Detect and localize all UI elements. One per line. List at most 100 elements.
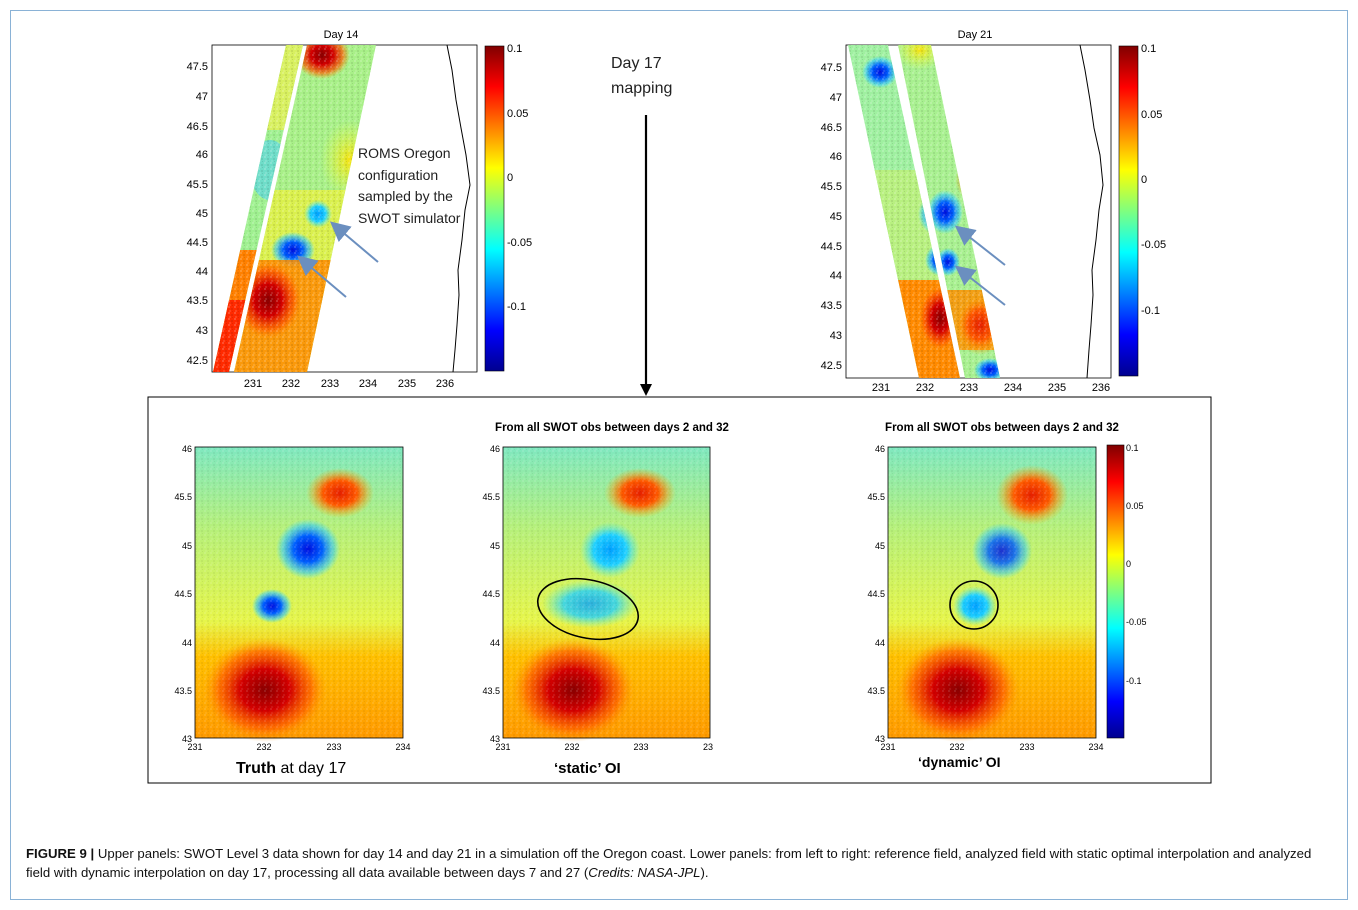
day21-colorbar-ticks: 0.1 0.05 0 -0.05 -0.1 [1141,43,1166,317]
truth-y-tick: 45 [182,541,192,551]
annotation-line: configuration [358,167,438,183]
dynamic-label: ‘dynamic’ OI [918,754,1000,770]
day21-colorbar [1118,45,1139,377]
dynamic-y-tick: 44 [875,638,885,648]
day21-y-tick: 46.5 [821,122,842,134]
annotation-line: SWOT simulator [358,210,461,226]
truth-y-tick: 44 [182,638,192,648]
dynamic-y-tick: 43.5 [867,686,885,696]
dynamic-colorbar-tick: 0 [1126,559,1131,569]
day14-y-tick: 45.5 [187,179,208,191]
static-x-tick: 232 [564,742,579,752]
annotation-line: sampled by the [358,188,453,204]
truth-label: Truth at day 17 [236,760,346,777]
day17-mapping-label: Day 17 mapping [611,55,672,97]
truth-y-tick: 44.5 [174,589,192,599]
caption-credits: Credits: NASA-JPL [588,864,701,880]
dynamic-oi-circle [949,580,999,630]
day21-y-tick: 46 [830,151,842,163]
dynamic-y-tick: 43 [875,734,885,744]
day14-y-axis: 47.5 47 46.5 46 45.5 45 44.5 44 43.5 43 … [187,61,208,367]
lower-panels-box [147,396,1212,784]
dynamic-y-tick: 44.5 [867,589,885,599]
truth-x-axis: 231 232 233 234 [187,742,410,752]
static-x-tick: 23 [703,742,713,752]
truth-y-axis: 46 45.5 45 44.5 44 43.5 43 [174,444,192,744]
static-title: From all SWOT obs between days 2 and 32 [495,422,729,434]
dynamic-title: From all SWOT obs between days 2 and 32 [885,422,1119,434]
day21-y-tick: 45.5 [821,181,842,193]
static-y-tick: 46 [490,444,500,454]
static-oi-panel: From all SWOT obs between days 2 and 32 … [482,422,728,777]
day14-y-tick: 47.5 [187,61,208,73]
day21-colorbar-tick: -0.05 [1141,239,1166,251]
dynamic-colorbar-tick: -0.05 [1126,617,1147,627]
day14-x-axis: 231 232 233 234 235 236 [244,378,454,390]
dynamic-colorbar-tick: -0.1 [1126,676,1142,686]
dynamic-x-axis: 231 232 233 234 [880,742,1103,752]
day21-x-tick: 233 [960,382,978,394]
day21-x-tick: 234 [1004,382,1022,394]
caption-end: ). [700,864,709,880]
day21-panel: Day 21 47.5 47 46.5 46 [821,29,1167,394]
day21-y-tick: 43 [830,330,842,342]
truth-x-tick: 234 [395,742,410,752]
day21-x-tick: 231 [872,382,890,394]
figure-caption: FIGURE 9 | Upper panels: SWOT Level 3 da… [26,845,1326,882]
day14-title: Day 14 [324,29,359,41]
dynamic-x-tick: 232 [949,742,964,752]
static-oi-ellipse [536,577,640,641]
day14-y-tick: 43 [196,325,208,337]
day14-x-tick: 233 [321,378,339,390]
day21-colorbar-tick: 0.1 [1141,43,1156,55]
day21-y-tick: 44.5 [821,241,842,253]
day14-y-tick: 46 [196,149,208,161]
static-label: ‘static’ OI [554,760,621,777]
truth-label-bold: Truth [236,760,276,777]
annotation-line: ROMS Oregon [358,145,451,161]
day21-x-tick: 232 [916,382,934,394]
day21-y-tick: 43.5 [821,300,842,312]
dynamic-colorbar-tick: 0.1 [1126,443,1139,453]
day21-y-tick: 44 [830,270,842,282]
day14-arrow-lower [296,255,347,298]
dynamic-x-tick: 234 [1088,742,1103,752]
day14-x-tick: 232 [282,378,300,390]
day14-arrow-upper [329,221,379,263]
day14-y-tick: 44 [196,266,208,278]
static-y-tick: 43.5 [482,686,500,696]
day14-annotation: ROMS Oregon configuration sampled by the… [358,145,461,226]
dynamic-x-tick: 233 [1019,742,1034,752]
figure-graphic: Day 14 47.5 47 46.5 [147,29,1212,784]
static-y-tick: 44.5 [482,589,500,599]
static-y-tick: 45.5 [482,492,500,502]
day21-arrow-upper [954,225,1006,266]
caption-label: FIGURE 9 | [26,846,95,861]
day14-y-tick: 47 [196,91,208,103]
day14-colorbar [484,45,505,372]
truth-x-tick: 232 [256,742,271,752]
day21-coastline [1079,44,1104,379]
static-y-axis: 46 45.5 45 44.5 44 43.5 43 [482,444,500,744]
day14-panel: Day 14 47.5 47 46.5 [187,29,533,390]
day14-colorbar-tick: 0.05 [507,108,528,120]
day14-colorbar-tick: 0.1 [507,43,522,55]
day14-x-tick: 235 [398,378,416,390]
day21-colorbar-tick: 0.05 [1141,109,1162,121]
day21-y-axis: 47.5 47 46.5 46 45.5 45 44.5 44 43.5 43 … [821,62,842,372]
dynamic-x-tick: 231 [880,742,895,752]
day14-y-tick: 45 [196,208,208,220]
figure-frame [10,10,1348,900]
dynamic-y-tick: 45.5 [867,492,885,502]
day14-x-tick: 236 [436,378,454,390]
dynamic-y-axis: 46 45.5 45 44.5 44 43.5 43 [867,444,885,744]
dynamic-colorbar-ticks: 0.1 0.05 0 -0.05 -0.1 [1126,443,1147,686]
static-y-tick: 44 [490,638,500,648]
dynamic-colorbar-tick: 0.05 [1126,501,1144,511]
day14-colorbar-tick: -0.1 [507,301,526,313]
dynamic-oi-panel: From all SWOT obs between days 2 and 32 … [867,422,1146,770]
day21-colorbar-tick: 0 [1141,174,1147,186]
day21-x-axis: 231 232 233 234 235 236 [872,382,1110,394]
day14-colorbar-tick: -0.05 [507,237,532,249]
truth-x-tick: 233 [326,742,341,752]
